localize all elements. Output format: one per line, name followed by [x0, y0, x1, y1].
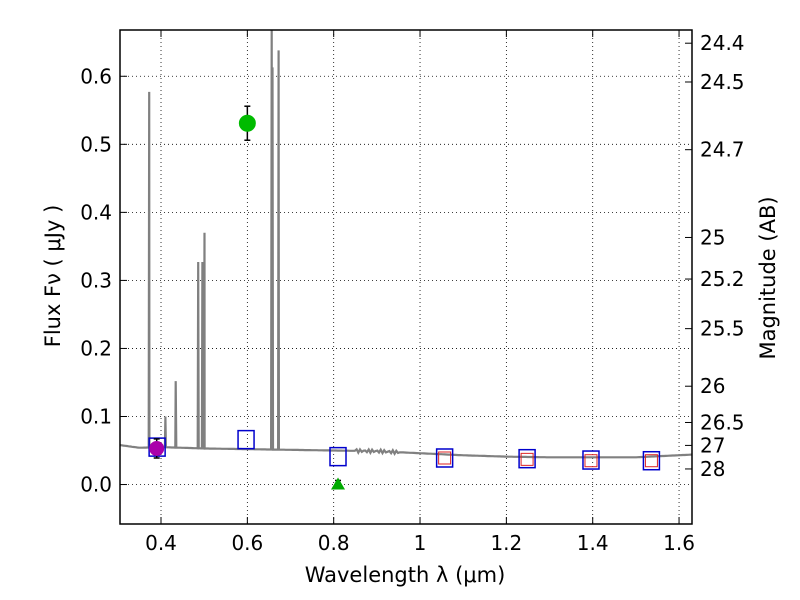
upper-limit-point — [331, 477, 346, 490]
right-tick-label: 24.4 — [700, 31, 745, 55]
model-photometry-point — [329, 446, 347, 467]
observed-photometry-point — [644, 454, 658, 468]
observed-photometry-point — [520, 452, 534, 466]
x-tick-label: 1.4 — [577, 531, 609, 555]
x-tick-label: 0.4 — [145, 531, 177, 555]
y-tick-label: 0.0 — [80, 473, 112, 497]
right-tick-label: 25.5 — [700, 317, 745, 341]
right-tick-label: 28 — [700, 457, 725, 481]
detection-point — [238, 114, 256, 132]
x-axis-label: Wavelength λ (μm) — [305, 563, 506, 587]
right-tick-label: 25.2 — [700, 267, 745, 291]
y-tick-label: 0.1 — [80, 404, 112, 428]
y-tick-label: 0.2 — [80, 336, 112, 360]
y-tick-label: 0.4 — [80, 200, 112, 224]
x-tick-label: 0.8 — [318, 531, 350, 555]
x-tick-label: 1 — [414, 531, 427, 555]
tick-layer: 0.4 0.6 0.8 1 1.2 1.4 1.6 0.0 0.1 0.2 0.3 0.4 0.5 0.6… — [80, 30, 745, 555]
model-photometry-point — [237, 429, 255, 450]
observed-photometry-point — [438, 451, 452, 465]
blue-band-point — [149, 440, 165, 456]
marker-layer — [148, 105, 661, 490]
model-photometry-point — [582, 450, 600, 470]
y-tick-label: 0.5 — [80, 132, 112, 156]
right-tick-label: 24.7 — [700, 138, 745, 162]
right-tick-label: 27 — [700, 433, 725, 457]
model-photometry-point — [642, 450, 661, 471]
plot-frame — [119, 29, 693, 525]
y-tick-label: 0.3 — [80, 268, 112, 292]
right-tick-label: 26.5 — [700, 410, 745, 434]
y-axis-label: Flux Fν ( μJy ) — [41, 205, 65, 348]
model-layer — [119, 29, 692, 459]
model-photometry-point — [435, 448, 454, 468]
sed-model-line — [119, 29, 692, 459]
x-tick-label: 0.6 — [231, 531, 263, 555]
x-tick-label: 1.6 — [663, 531, 695, 555]
observed-photometry-point — [584, 454, 598, 468]
right-tick-label: 26 — [700, 374, 725, 398]
y-axis-label-right: Magnitude (AB) — [756, 196, 780, 359]
x-tick-label: 1.2 — [490, 531, 522, 555]
grid-layer — [120, 30, 692, 524]
model-photometry-point — [518, 448, 536, 469]
right-tick-label: 24.5 — [700, 70, 745, 94]
y-tick-label: 0.6 — [80, 64, 112, 88]
right-tick-label: 25 — [700, 225, 725, 249]
